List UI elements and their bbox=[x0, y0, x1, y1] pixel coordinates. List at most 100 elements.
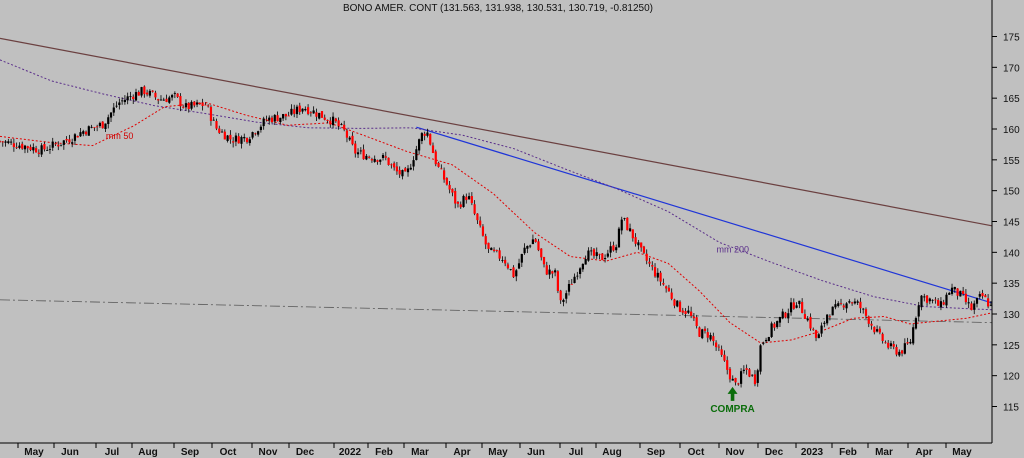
candle-body bbox=[68, 139, 71, 143]
candle-body bbox=[884, 342, 887, 344]
candle-body bbox=[376, 160, 379, 162]
candle-body bbox=[717, 346, 720, 348]
candle-body bbox=[590, 250, 593, 252]
candle-body bbox=[670, 292, 673, 299]
y-axis: 115 120 125 130 135 140 145 150 155 160 165 170 175 bbox=[992, 33, 1020, 414]
x-tick-label: May bbox=[952, 447, 972, 458]
candle-body bbox=[209, 106, 213, 121]
candle-body bbox=[512, 267, 515, 278]
candle-body bbox=[906, 342, 909, 344]
candle-body bbox=[620, 219, 623, 231]
candle-body bbox=[776, 321, 779, 328]
candle-body bbox=[676, 300, 679, 307]
candle-body bbox=[623, 218, 626, 219]
candle-body bbox=[98, 122, 102, 127]
candle-body bbox=[76, 135, 79, 138]
candle-body bbox=[201, 102, 204, 106]
candle-body bbox=[454, 190, 457, 204]
candle-body bbox=[584, 259, 587, 265]
candle-body bbox=[781, 311, 784, 319]
candle-body bbox=[229, 134, 232, 140]
y-tick-label: 140 bbox=[1003, 248, 1020, 259]
candle-body bbox=[967, 302, 970, 304]
candle-body bbox=[420, 133, 423, 142]
y-tick-label: 145 bbox=[1003, 218, 1020, 229]
x-axis: May Jun Jul Aug Sep Oct Nov Dec 2022 Feb Mar Apr May… bbox=[17, 443, 972, 458]
candle-body bbox=[434, 151, 437, 165]
candle-body bbox=[370, 159, 374, 161]
candle-body bbox=[157, 99, 160, 101]
candle-body bbox=[973, 303, 976, 310]
candle-body bbox=[826, 314, 829, 324]
candle-body bbox=[617, 228, 621, 248]
candle-body bbox=[223, 131, 226, 140]
y-tick-label: 130 bbox=[1003, 310, 1020, 321]
x-tick-label: Apr bbox=[453, 447, 470, 458]
candle-body bbox=[626, 217, 629, 231]
candle-body bbox=[789, 302, 793, 313]
candle-body bbox=[923, 296, 926, 298]
candle-body bbox=[84, 131, 88, 135]
candle-body bbox=[148, 90, 151, 96]
candle-body bbox=[193, 101, 196, 106]
trendlines bbox=[0, 37, 993, 324]
candle-body bbox=[379, 159, 382, 162]
candle-body bbox=[820, 325, 823, 334]
candle-body bbox=[406, 168, 410, 173]
x-tick-label: Nov bbox=[259, 447, 278, 458]
candle-body bbox=[331, 116, 335, 126]
candle-body bbox=[567, 283, 571, 292]
chart-title: BONO AMER. CONT (131.563, 131.938, 130.5… bbox=[343, 3, 653, 14]
candle-body bbox=[984, 295, 987, 298]
x-tick-label: Sep bbox=[181, 447, 199, 458]
candle-body bbox=[695, 317, 698, 326]
candle-body bbox=[570, 283, 573, 285]
candle-body bbox=[96, 126, 99, 128]
candle-body bbox=[318, 112, 321, 119]
candle-body bbox=[925, 295, 929, 303]
x-tick-label: Jun bbox=[527, 447, 545, 458]
candle-body bbox=[273, 115, 276, 122]
candle-body bbox=[184, 103, 188, 108]
candle-body bbox=[304, 108, 307, 111]
candle-body bbox=[204, 104, 207, 106]
candle-body bbox=[287, 115, 290, 117]
candle-body bbox=[559, 290, 562, 301]
candle-body bbox=[323, 117, 326, 120]
x-tick-label: 2023 bbox=[801, 447, 824, 458]
candle-body bbox=[62, 140, 65, 145]
candle-body bbox=[118, 102, 121, 105]
candle-body bbox=[887, 342, 890, 348]
candle-body bbox=[90, 126, 93, 128]
candle-body bbox=[667, 287, 671, 292]
candle-body bbox=[451, 188, 454, 193]
candle-body bbox=[173, 93, 176, 95]
candle-body bbox=[520, 254, 523, 263]
candle-body bbox=[837, 303, 840, 307]
candle-body bbox=[504, 259, 507, 264]
candle-body bbox=[709, 335, 712, 340]
candle-body bbox=[187, 102, 190, 110]
candle-body bbox=[15, 147, 18, 149]
candle-body bbox=[390, 164, 393, 166]
candle-body bbox=[182, 106, 185, 108]
candle-body bbox=[146, 92, 149, 95]
candle-body bbox=[720, 349, 723, 355]
candle-body bbox=[909, 341, 912, 344]
candle-body bbox=[4, 141, 7, 143]
candle-body bbox=[220, 131, 224, 133]
candle-body bbox=[7, 141, 10, 144]
candle-body bbox=[873, 326, 876, 333]
candle-body bbox=[282, 114, 285, 119]
candle-body bbox=[828, 316, 832, 318]
candle-body bbox=[87, 126, 90, 136]
x-tick-label: Sep bbox=[647, 447, 665, 458]
candle-body bbox=[962, 290, 965, 295]
candle-body bbox=[467, 196, 471, 200]
candle-body bbox=[859, 301, 862, 309]
candle-body bbox=[248, 139, 251, 144]
candle-body bbox=[40, 145, 43, 155]
candle-body bbox=[739, 371, 743, 384]
y-tick-label: 125 bbox=[1003, 341, 1020, 352]
candle-body bbox=[651, 265, 654, 267]
